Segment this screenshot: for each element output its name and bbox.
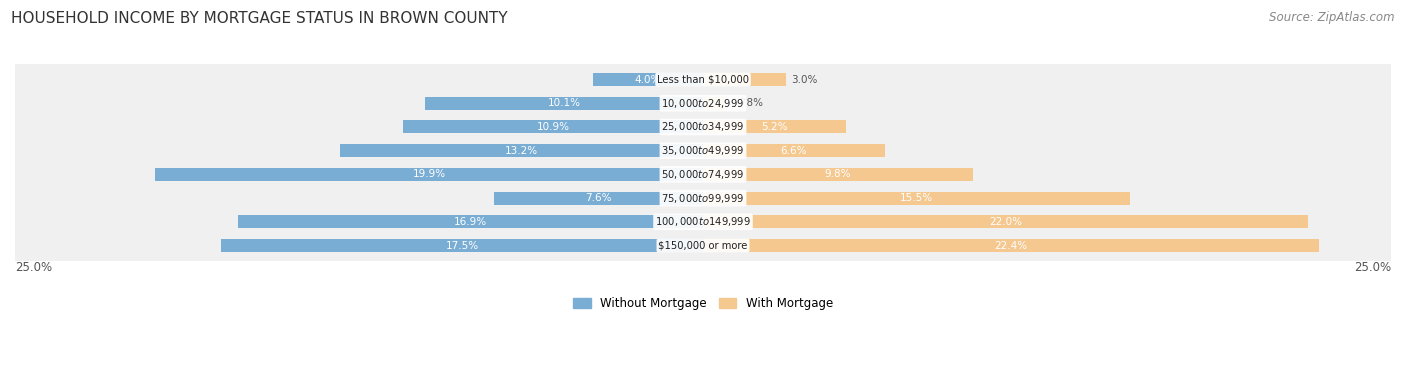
Bar (703, 192, 1129, 204)
Text: 17.5%: 17.5% (446, 240, 479, 251)
Text: 10.1%: 10.1% (547, 98, 581, 108)
Text: $100,000 to $149,999: $100,000 to $149,999 (655, 215, 751, 228)
FancyBboxPatch shape (14, 158, 1392, 191)
Text: 25.0%: 25.0% (1354, 261, 1391, 274)
Text: 5.2%: 5.2% (761, 122, 787, 132)
Text: 6.6%: 6.6% (780, 146, 807, 156)
FancyBboxPatch shape (14, 182, 1392, 214)
Text: $75,000 to $99,999: $75,000 to $99,999 (661, 192, 745, 204)
Text: Source: ZipAtlas.com: Source: ZipAtlas.com (1270, 11, 1395, 24)
Text: Less than $10,000: Less than $10,000 (657, 74, 749, 85)
Text: 22.0%: 22.0% (990, 217, 1022, 227)
Text: 22.4%: 22.4% (994, 240, 1028, 251)
Text: 15.5%: 15.5% (900, 193, 932, 203)
Bar (155, 168, 703, 181)
Text: 10.9%: 10.9% (537, 122, 569, 132)
Bar (593, 73, 703, 86)
Bar (238, 215, 703, 228)
Bar (703, 97, 724, 110)
Bar (494, 192, 703, 204)
Legend: Without Mortgage, With Mortgage: Without Mortgage, With Mortgage (574, 297, 832, 310)
Bar (425, 97, 703, 110)
Bar (340, 144, 703, 157)
Text: 19.9%: 19.9% (412, 169, 446, 180)
Bar (703, 144, 884, 157)
Bar (703, 121, 846, 133)
Text: 9.8%: 9.8% (824, 169, 851, 180)
Text: $50,000 to $74,999: $50,000 to $74,999 (661, 168, 745, 181)
Text: HOUSEHOLD INCOME BY MORTGAGE STATUS IN BROWN COUNTY: HOUSEHOLD INCOME BY MORTGAGE STATUS IN B… (11, 11, 508, 26)
Text: $25,000 to $34,999: $25,000 to $34,999 (661, 121, 745, 133)
Bar (221, 239, 703, 252)
Bar (703, 215, 1309, 228)
FancyBboxPatch shape (14, 206, 1392, 238)
Text: 16.9%: 16.9% (454, 217, 486, 227)
Text: 4.0%: 4.0% (634, 74, 661, 85)
Text: 13.2%: 13.2% (505, 146, 538, 156)
Text: 25.0%: 25.0% (15, 261, 52, 274)
Text: $150,000 or more: $150,000 or more (658, 240, 748, 251)
Text: $35,000 to $49,999: $35,000 to $49,999 (661, 144, 745, 157)
Bar (703, 168, 973, 181)
Text: 7.6%: 7.6% (585, 193, 612, 203)
FancyBboxPatch shape (14, 111, 1392, 143)
FancyBboxPatch shape (14, 87, 1392, 119)
FancyBboxPatch shape (14, 64, 1392, 96)
FancyBboxPatch shape (14, 229, 1392, 262)
FancyBboxPatch shape (14, 135, 1392, 167)
Text: 0.78%: 0.78% (730, 98, 763, 108)
Bar (703, 73, 786, 86)
Bar (703, 239, 1319, 252)
Text: 3.0%: 3.0% (792, 74, 817, 85)
Text: $10,000 to $24,999: $10,000 to $24,999 (661, 97, 745, 110)
Bar (404, 121, 703, 133)
